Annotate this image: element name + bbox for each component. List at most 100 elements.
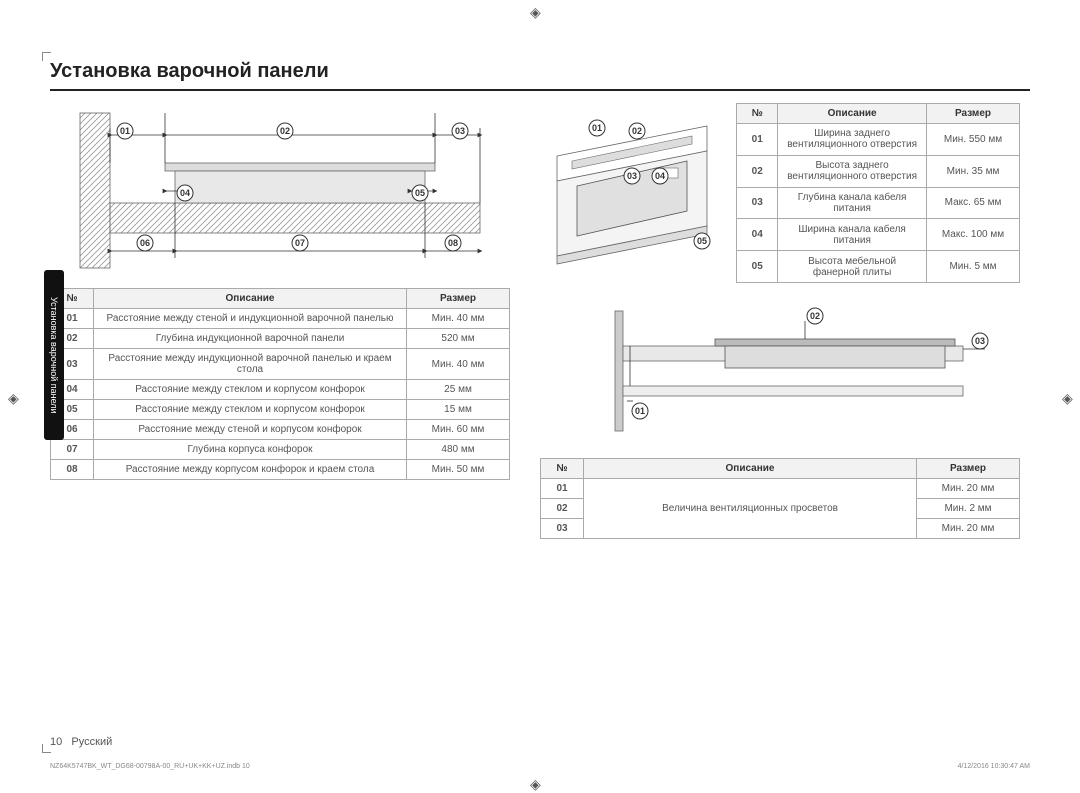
cell-size: Мин. 20 мм [917,519,1020,539]
cell-size: Мин. 5 мм [927,251,1020,283]
footer-date: 4/12/2016 10:30:47 AM [958,763,1030,770]
page-lang: Русский [71,736,112,748]
cell-num: 02 [541,499,584,519]
svg-text:07: 07 [295,238,305,248]
cell-size: Мин. 2 мм [917,499,1020,519]
dimension-label-04: 04 [652,168,668,184]
table-row: 02Глубина индукционной варочной панели52… [51,329,510,349]
svg-text:03: 03 [627,171,637,181]
col-size: Размер [917,459,1020,479]
cell-size: Мин. 550 мм [927,124,1020,156]
table-row: 04Расстояние между стеклом и корпусом ко… [51,380,510,400]
cell-num: 02 [737,155,778,187]
crop-mark-icon: ◈ [530,4,541,21]
svg-text:04: 04 [180,188,190,198]
cell-desc: Расстояние между индукционной варочной п… [94,349,407,380]
table-row: 01Ширина заднего вентиляционного отверст… [737,124,1020,156]
dimension-label-02: 02 [629,123,645,139]
col-size: Размер [927,104,1020,124]
cell-desc: Расстояние между стеклом и корпусом конф… [94,400,407,420]
table-row: 07Глубина корпуса конфорок480 мм [51,440,510,460]
divider [50,89,1030,91]
dimension-label-01: 01 [589,120,605,136]
table-row: 03Расстояние между индукционной варочной… [51,349,510,380]
col-desc: Описание [584,459,917,479]
table-row: 04Ширина канала кабеля питанияМакс. 100 … [737,219,1020,251]
svg-text:01: 01 [592,123,602,133]
cell-desc: Ширина заднего вентиляционного отверстия [778,124,927,156]
diagram-cross-section: 01 02 03 04 05 06 07 08 [50,103,510,278]
diagram-side-clearance: 01 02 03 [540,298,1020,448]
table-dimensions-1: № Описание Размер 01Расстояние между сте… [50,288,510,480]
cell-desc: Расстояние между корпусом конфорок и кра… [94,460,407,480]
page-number: 10 [50,736,62,748]
cell-num: 04 [737,219,778,251]
footer-filename: NZ64K5747BK_WT_DG68-00798A-00_RU+UK+KK+U… [50,763,250,770]
cell-size: Макс. 100 мм [927,219,1020,251]
dimension-label-04: 04 [177,185,193,201]
cell-desc: Расстояние между стеклом и корпусом конф… [94,380,407,400]
dimension-label-05: 05 [694,233,710,249]
dimension-label-02: 02 [807,308,823,324]
cell-size: 480 мм [407,440,510,460]
svg-text:01: 01 [120,126,130,136]
cell-num: 03 [541,519,584,539]
page-footer: 10 Русский [50,736,112,748]
cell-num: 01 [541,479,584,499]
table-row: 03Глубина канала кабеля питанияМакс. 65 … [737,187,1020,219]
cell-desc: Расстояние между стеной и индукционной в… [94,309,407,329]
dimension-label-01: 01 [117,123,133,139]
dimension-label-01: 01 [632,403,648,419]
col-num: № [541,459,584,479]
table-row: 01Расстояние между стеной и индукционной… [51,309,510,329]
table-row: 02Высота заднего вентиляционного отверст… [737,155,1020,187]
col-size: Размер [407,289,510,309]
cell-size: Мин. 40 мм [407,309,510,329]
diagram-isometric: 01 02 03 04 05 [540,103,724,273]
dimension-label-02: 02 [277,123,293,139]
cell-num: 05 [737,251,778,283]
cell-size: Мин. 35 мм [927,155,1020,187]
table-row: 08Расстояние между корпусом конфорок и к… [51,460,510,480]
table-row: 05Расстояние между стеклом и корпусом ко… [51,400,510,420]
cell-size: Мин. 40 мм [407,349,510,380]
cell-desc: Глубина индукционной варочной панели [94,329,407,349]
svg-text:06: 06 [140,238,150,248]
col-num: № [737,104,778,124]
svg-text:08: 08 [448,238,458,248]
svg-text:03: 03 [455,126,465,136]
cell-desc: Величина вентиляционных просветов [584,479,917,539]
cell-size: 15 мм [407,400,510,420]
dimension-label-03: 03 [624,168,640,184]
col-desc: Описание [94,289,407,309]
svg-text:05: 05 [415,188,425,198]
svg-text:01: 01 [635,406,645,416]
section-tab: Установка варочной панели [44,270,64,440]
svg-text:05: 05 [697,236,707,246]
cell-size: Мин. 20 мм [917,479,1020,499]
col-desc: Описание [778,104,927,124]
svg-text:02: 02 [632,126,642,136]
page-title: Установка варочной панели [50,60,1030,83]
dimension-label-06: 06 [137,235,153,251]
cell-size: Мин. 50 мм [407,460,510,480]
svg-text:02: 02 [280,126,290,136]
svg-text:04: 04 [655,171,665,181]
cell-desc: Расстояние между стеной и корпусом конфо… [94,420,407,440]
table-row: 01Величина вентиляционных просветовМин. … [541,479,1020,499]
cell-num: 08 [51,460,94,480]
cell-desc: Глубина корпуса конфорок [94,440,407,460]
svg-text:02: 02 [810,311,820,321]
dimension-label-05: 05 [412,185,428,201]
crop-mark-icon: ◈ [530,776,541,793]
dimension-label-03: 03 [452,123,468,139]
cell-desc: Ширина канала кабеля питания [778,219,927,251]
cell-size: 25 мм [407,380,510,400]
cell-num: 03 [737,187,778,219]
cell-desc: Глубина канала кабеля питания [778,187,927,219]
table-row: 05Высота мебельной фанерной плитыМин. 5 … [737,251,1020,283]
table-row: 06Расстояние между стеной и корпусом кон… [51,420,510,440]
table-dimensions-2: № Описание Размер 01Ширина заднего венти… [736,103,1020,283]
dimension-label-03: 03 [972,333,988,349]
cell-size: Мин. 60 мм [407,420,510,440]
